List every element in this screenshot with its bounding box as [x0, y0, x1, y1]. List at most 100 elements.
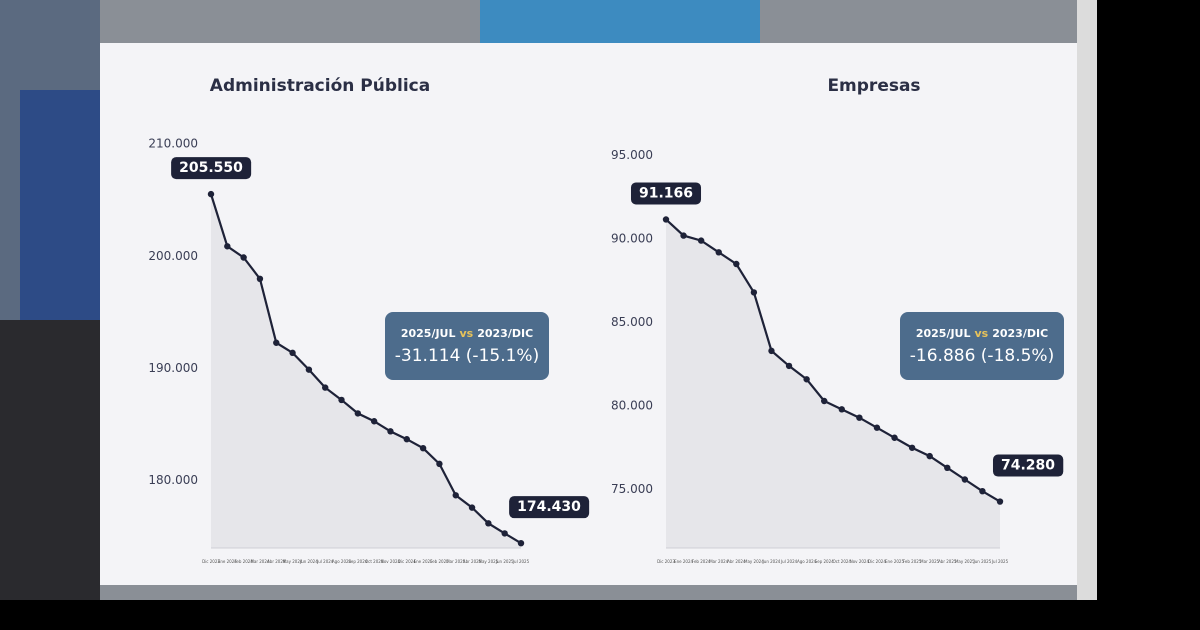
annotation-change: -31.114 (-15.1%) — [395, 346, 539, 366]
point — [680, 232, 687, 239]
annotation-start: 2025/JUL — [916, 327, 971, 340]
value-label: 205.550 — [179, 160, 243, 176]
line — [209, 193, 522, 545]
x-tick-label: Jun 2025 — [495, 559, 514, 564]
point — [961, 476, 969, 483]
chair — [480, 0, 760, 43]
x-tick-label: Nov 2024 — [381, 559, 401, 564]
x-tick-label: Feb 2024 — [692, 559, 711, 564]
x-tick-label: Ene 2024 — [218, 559, 237, 564]
value-label-box — [171, 157, 252, 180]
point — [419, 444, 427, 452]
y-tick-label: 190.000 — [148, 361, 198, 375]
x-tick-label: Mar 2025 — [446, 559, 465, 564]
point — [996, 498, 1004, 505]
x-tick-label: Ago 2024 — [797, 559, 817, 564]
point — [821, 397, 828, 405]
x-tick-label: Mar 2025 — [920, 559, 939, 564]
y-tick-label: 200.000 — [148, 249, 198, 263]
y-tick-label: 90.000 — [611, 231, 653, 245]
x-tick-label: Dic 2024 — [868, 559, 886, 564]
point — [750, 289, 758, 296]
point — [715, 249, 722, 256]
point — [891, 434, 898, 441]
value-label-box — [630, 182, 702, 205]
point — [289, 349, 296, 357]
x-tick-label: Mar 2024 — [709, 559, 728, 564]
charts: Administración Pública 180.000 190.000 200.… — [148, 76, 1064, 564]
cabinet — [20, 90, 100, 320]
x-tick-label: Oct 2024 — [365, 559, 384, 564]
x-tick-label: Mar 2024 — [250, 559, 269, 564]
y-tick-label: 180.000 — [148, 473, 198, 487]
x-tick-label: Ene 2025 — [885, 559, 904, 564]
point — [224, 243, 231, 250]
point — [452, 492, 459, 499]
x-tick-label: Sep 2024 — [348, 559, 367, 564]
annotation-vs: vs — [460, 327, 474, 340]
point — [517, 539, 525, 547]
x-tick-label: Feb 2024 — [234, 559, 253, 564]
x-tick-label: Sep 2024 — [815, 559, 834, 564]
caption-strip — [0, 600, 1200, 630]
point — [768, 347, 775, 355]
point — [803, 376, 810, 383]
x-tick-label: Jul 2025 — [512, 559, 530, 564]
point — [273, 339, 280, 346]
x-tick-label: Oct 2024 — [833, 559, 852, 564]
annotation-period: 2025/JUL vs 2023/DIC — [916, 327, 1048, 340]
point — [403, 436, 410, 443]
x-tick-label: Jul 2025 — [991, 559, 1009, 564]
y-tick-label: 95.000 — [611, 148, 653, 162]
x-tick-label: Jul 2024 — [780, 559, 798, 564]
x-tick-label: Abr 2024 — [727, 559, 746, 564]
x-tick-label: May 2024 — [283, 559, 303, 564]
x-tick-label: Jun 2024 — [762, 559, 781, 564]
point — [207, 190, 215, 198]
point — [908, 444, 916, 451]
x-tick-label: Dic 2023 — [202, 559, 220, 564]
annotation-vs: vs — [975, 327, 989, 340]
point — [697, 237, 705, 244]
point — [322, 384, 329, 391]
x-tick-label: Feb 2025 — [903, 559, 922, 564]
point — [838, 406, 845, 413]
x-tick-label: Jul 2024 — [316, 559, 334, 564]
x-tick-label: Abr 2025 — [463, 559, 482, 564]
x-tick-label: Abr 2025 — [938, 559, 957, 564]
point — [926, 452, 933, 460]
chart-title: Empresas — [827, 76, 920, 96]
line — [665, 218, 1001, 503]
value-label-box — [509, 496, 590, 519]
point — [468, 504, 476, 511]
x-tick-label: Nov 2024 — [850, 559, 870, 564]
value-label: 74.280 — [1001, 458, 1055, 474]
point — [733, 260, 740, 268]
point — [354, 410, 362, 417]
annotation-end: 2023/DIC — [992, 327, 1048, 340]
x-tick-label: Abr 2024 — [267, 559, 286, 564]
point — [305, 366, 313, 373]
point — [370, 418, 378, 425]
background-right — [1077, 0, 1097, 600]
x-tick-label: Feb 2025 — [430, 559, 449, 564]
annotation-box — [900, 312, 1064, 380]
point — [256, 275, 264, 283]
y-tick-label: 80.000 — [611, 399, 653, 413]
y-tick-label: 85.000 — [611, 315, 653, 329]
point — [436, 460, 443, 468]
area — [211, 194, 521, 549]
point — [873, 424, 881, 431]
x-tick-label: May 2024 — [744, 559, 764, 564]
point — [485, 520, 492, 527]
point — [662, 216, 670, 223]
y-tick-label: 210.000 — [148, 137, 198, 151]
x-tick-label: Jun 2024 — [299, 559, 318, 564]
y-tick-label: 75.000 — [611, 482, 653, 496]
x-tick-label: May 2025 — [479, 559, 499, 564]
annotation-box — [385, 312, 549, 380]
point — [856, 414, 863, 421]
point — [979, 488, 986, 495]
border — [1097, 0, 1200, 630]
